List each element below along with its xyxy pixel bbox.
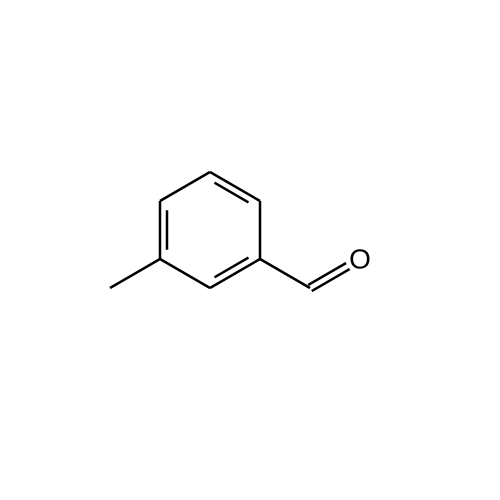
chemical-structure: O <box>0 0 500 500</box>
bond-line <box>210 259 260 288</box>
bond-line <box>210 172 260 201</box>
bond-line <box>260 259 310 288</box>
bond-line <box>110 259 160 288</box>
bond-line <box>160 172 210 201</box>
atom-label: O <box>349 244 371 275</box>
bond-line <box>160 259 210 288</box>
